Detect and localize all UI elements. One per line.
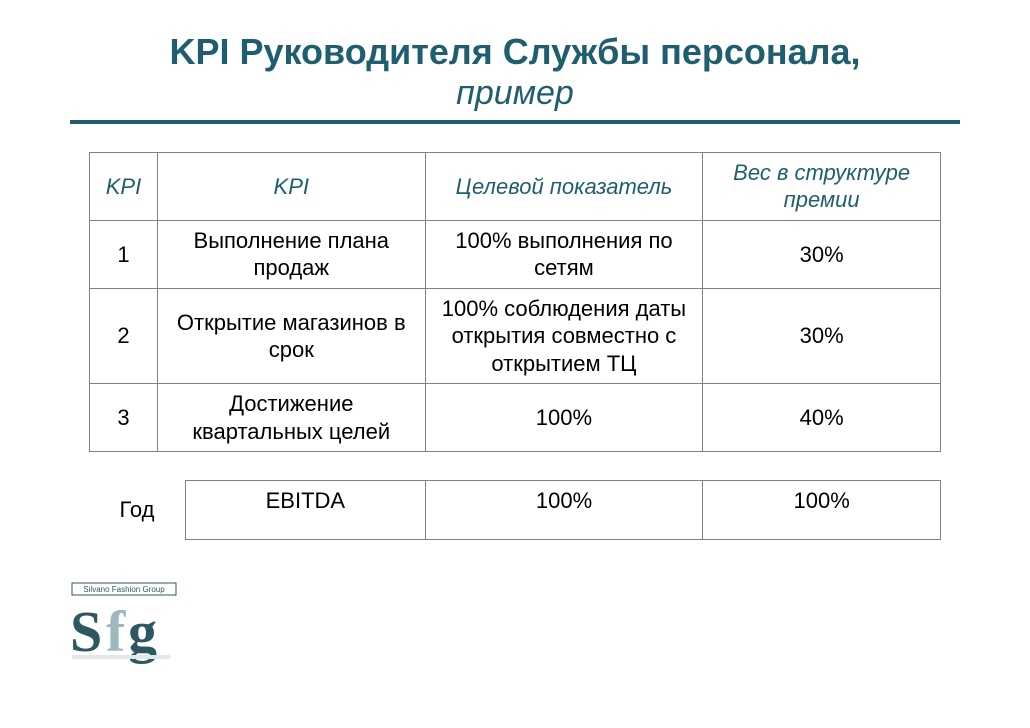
cell-id: 2 bbox=[90, 288, 158, 384]
year-row: Год EBITDA 100% 100% bbox=[89, 480, 941, 540]
cell-target: 100% bbox=[425, 384, 703, 452]
col-header-target: Целевой показатель bbox=[425, 152, 703, 220]
sfg-logo-icon: Silvano Fashion Group S f g bbox=[70, 581, 190, 671]
slide-title: KPI Руководителя Службы персонала, приме… bbox=[70, 30, 960, 114]
cell-kpi: Выполнение плана продаж bbox=[157, 220, 425, 288]
title-line-1: KPI Руководителя Службы персонала, bbox=[70, 30, 960, 73]
cell-weight: 30% bbox=[703, 288, 941, 384]
cell-target: 100% соблюдения даты открытия совместно … bbox=[425, 288, 703, 384]
sfg-logo: Silvano Fashion Group S f g bbox=[70, 581, 190, 676]
cell-weight: 40% bbox=[703, 384, 941, 452]
table-row: 1 Выполнение плана продаж 100% выполнени… bbox=[90, 220, 941, 288]
svg-text:f: f bbox=[106, 599, 126, 664]
col-header-weight: Вес в структуре премии bbox=[703, 152, 941, 220]
year-table: EBITDA 100% 100% bbox=[185, 480, 941, 540]
cell-kpi: Достижение квартальных целей bbox=[157, 384, 425, 452]
svg-text:S: S bbox=[70, 599, 102, 664]
cell-id: 1 bbox=[90, 220, 158, 288]
cell-id: 3 bbox=[90, 384, 158, 452]
table-row: 3 Достижение квартальных целей 100% 40% bbox=[90, 384, 941, 452]
cell-weight: 100% bbox=[703, 481, 941, 540]
table-row: 2 Открытие магазинов в срок 100% соблюде… bbox=[90, 288, 941, 384]
cell-target: 100% выполнения по сетям bbox=[425, 220, 703, 288]
svg-text:g: g bbox=[128, 599, 157, 664]
cell-kpi: Открытие магазинов в срок bbox=[157, 288, 425, 384]
kpi-table: KPI KPI Целевой показатель Вес в структу… bbox=[89, 152, 941, 453]
cell-weight: 30% bbox=[703, 220, 941, 288]
title-line-2: пример bbox=[70, 73, 960, 114]
col-header-kpi: KPI bbox=[157, 152, 425, 220]
logo-tag-text: Silvano Fashion Group bbox=[83, 585, 165, 594]
year-label: Год bbox=[89, 480, 185, 540]
cell-kpi: EBITDA bbox=[186, 481, 426, 540]
cell-target: 100% bbox=[425, 481, 703, 540]
title-underline bbox=[70, 120, 960, 124]
table-row: EBITDA 100% 100% bbox=[186, 481, 941, 540]
kpi-table-header-row: KPI KPI Целевой показатель Вес в структу… bbox=[90, 152, 941, 220]
col-header-id: KPI bbox=[90, 152, 158, 220]
